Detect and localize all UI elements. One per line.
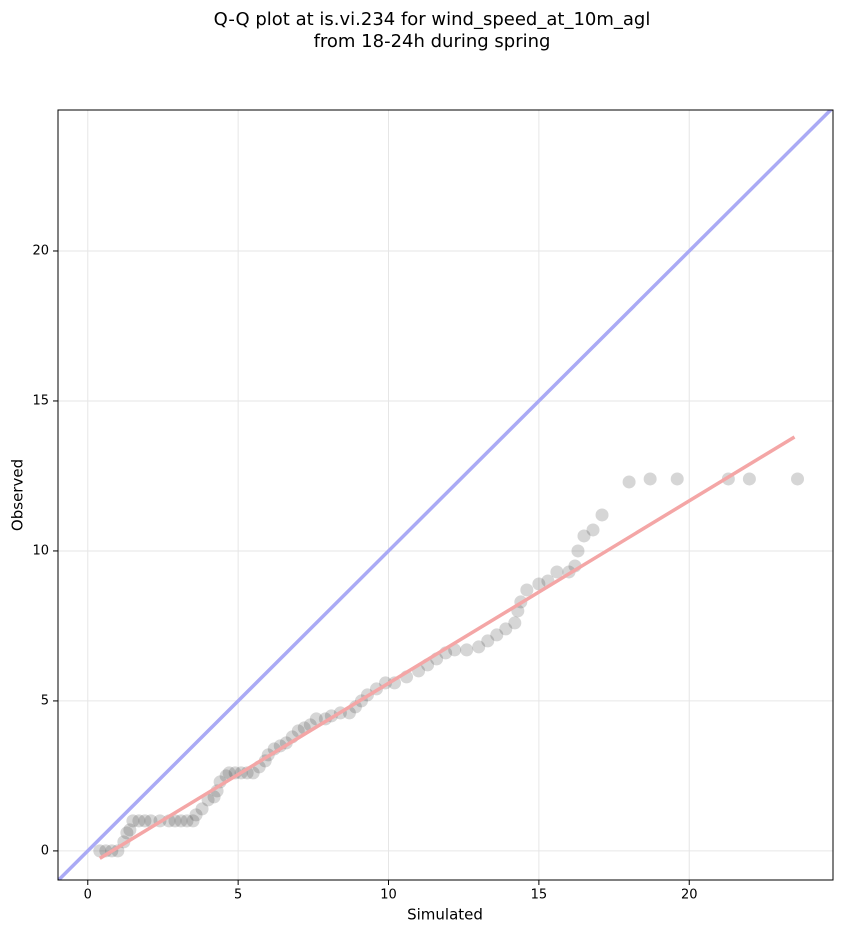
point [550,565,564,579]
y-tick-label: 0 [41,843,49,858]
point [207,790,221,804]
point [180,814,194,828]
point [126,814,140,828]
point [571,544,585,558]
plot-frame [57,109,834,881]
point [460,643,474,657]
point [481,634,495,648]
x-axis-label: Simulated [407,906,483,924]
line [98,435,796,860]
point [189,808,203,822]
x-tick-label: 0 [84,888,92,903]
chart-subtitle: from 18-24h during spring [314,31,551,52]
point [132,814,146,828]
point [168,814,182,828]
y-tick-label: 10 [32,543,49,558]
point [138,814,152,828]
x-tick-label: 10 [380,888,397,903]
point [246,766,260,780]
point [742,472,756,486]
y-axis-label: Observed [9,459,27,531]
x-tick-label: 5 [234,888,242,903]
point [643,472,657,486]
line [58,110,833,880]
point [309,712,323,726]
point [93,844,107,858]
point [120,826,134,840]
y-tick-label: 5 [41,693,49,708]
point [472,640,486,654]
point [577,529,591,543]
point [123,823,137,837]
point [595,508,609,522]
point [195,802,209,816]
x-tick-label: 20 [681,888,698,903]
point [791,472,805,486]
chart-title: Q-Q plot at is.vi.234 for wind_speed_at_… [214,9,651,30]
point [508,616,522,630]
point [490,628,504,642]
y-tick-label: 15 [32,393,49,408]
point [586,523,600,537]
y-tick-label: 20 [32,243,49,258]
point [670,472,684,486]
x-tick-label: 15 [531,888,548,903]
point [174,814,188,828]
point [520,583,534,597]
plot-area [58,110,833,880]
point [186,814,200,828]
point [622,475,636,489]
point [499,622,513,636]
point [532,577,546,591]
